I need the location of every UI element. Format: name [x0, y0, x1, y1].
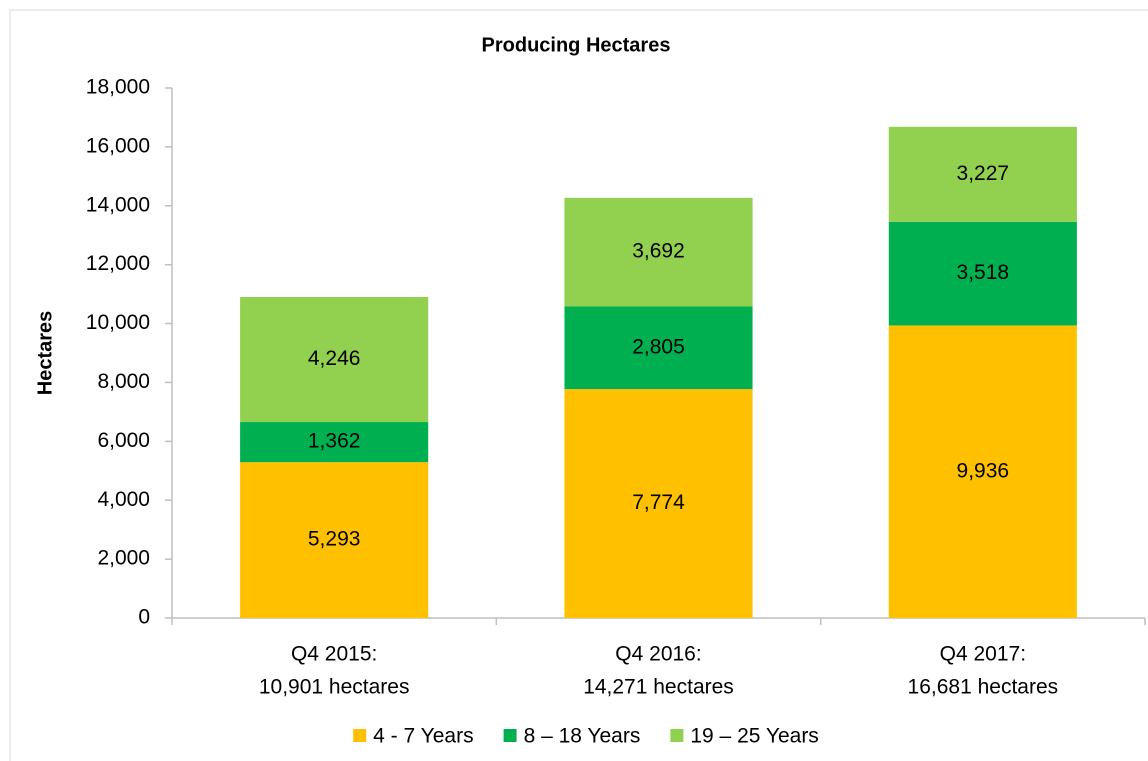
bar-segment	[888, 325, 1077, 618]
y-axis-label: Hectares	[34, 311, 56, 396]
data-label: 1,362	[308, 430, 361, 453]
legend-swatch	[503, 729, 517, 742]
data-label: 9,936	[957, 459, 1010, 482]
data-label: 3,227	[957, 162, 1010, 185]
x-tick-label: 10,901 hectares	[259, 676, 410, 699]
y-tick-label: 4,000	[97, 488, 150, 511]
y-tick-label: 2,000	[97, 547, 150, 570]
data-label: 5,293	[308, 528, 361, 551]
y-tick-label: 14,000	[86, 193, 150, 216]
data-label: 3,518	[957, 261, 1010, 284]
legend-label: 8 – 18 Years	[524, 725, 641, 748]
x-tick-label: Q4 2017:	[940, 643, 1026, 666]
bar-segment	[564, 306, 753, 390]
x-tick-label: 16,681 hectares	[908, 676, 1059, 699]
data-label: 2,805	[632, 335, 685, 358]
bar-segment	[888, 126, 1077, 222]
y-tick-label: 12,000	[86, 252, 150, 275]
chart-frame	[9, 9, 1148, 761]
x-tick-label: Q4 2015:	[291, 643, 377, 666]
y-tick-label: 16,000	[86, 134, 150, 157]
legend-swatch	[670, 729, 684, 742]
bar-segment	[564, 197, 753, 307]
bar-segment	[888, 221, 1077, 326]
y-tick-label: 6,000	[97, 429, 150, 452]
y-tick-label: 8,000	[97, 370, 150, 393]
legend-label: 4 - 7 Years	[373, 725, 473, 748]
y-tick-label: 10,000	[86, 311, 150, 334]
data-label: 4,246	[308, 347, 361, 370]
legend-swatch	[353, 729, 367, 742]
x-tick-label: Q4 2016:	[615, 643, 701, 666]
bar-segment	[240, 297, 429, 423]
y-tick-label: 18,000	[86, 76, 150, 99]
data-label: 7,774	[632, 491, 685, 514]
bar-segment	[240, 422, 429, 463]
bar-segment	[564, 389, 753, 618]
bar-segment	[240, 462, 429, 618]
y-tick-label: 0	[138, 606, 150, 629]
legend-label: 19 – 25 Years	[690, 725, 818, 748]
x-tick-label: 14,271 hectares	[583, 676, 734, 699]
chart-title: Producing Hectares	[482, 34, 671, 56]
data-label: 3,692	[632, 240, 685, 263]
